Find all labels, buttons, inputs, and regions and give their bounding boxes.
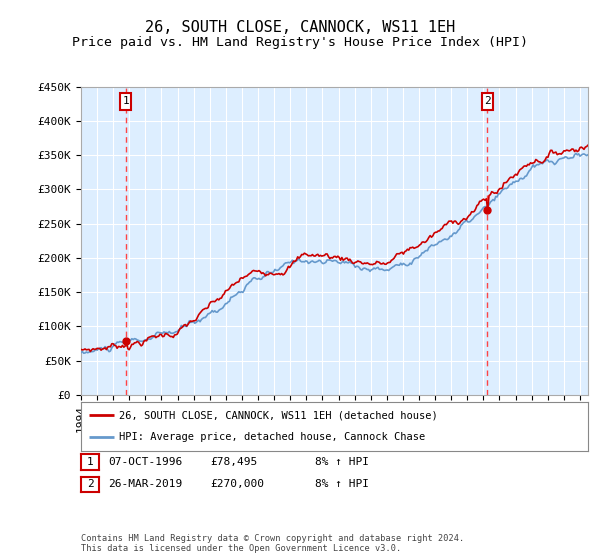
Text: 26, SOUTH CLOSE, CANNOCK, WS11 1EH (detached house): 26, SOUTH CLOSE, CANNOCK, WS11 1EH (deta…: [119, 410, 438, 421]
Text: £78,495: £78,495: [210, 457, 257, 467]
Text: 26-MAR-2019: 26-MAR-2019: [108, 479, 182, 489]
Text: Price paid vs. HM Land Registry's House Price Index (HPI): Price paid vs. HM Land Registry's House …: [72, 36, 528, 49]
Text: 07-OCT-1996: 07-OCT-1996: [108, 457, 182, 467]
FancyBboxPatch shape: [482, 93, 493, 110]
Text: £270,000: £270,000: [210, 479, 264, 489]
Text: Contains HM Land Registry data © Crown copyright and database right 2024.
This d: Contains HM Land Registry data © Crown c…: [81, 534, 464, 553]
Text: 2: 2: [484, 96, 490, 106]
Text: 8% ↑ HPI: 8% ↑ HPI: [315, 457, 369, 467]
Text: 8% ↑ HPI: 8% ↑ HPI: [315, 479, 369, 489]
Text: 1: 1: [122, 96, 129, 106]
FancyBboxPatch shape: [120, 93, 131, 110]
Text: HPI: Average price, detached house, Cannock Chase: HPI: Average price, detached house, Cann…: [119, 432, 425, 442]
Text: 2: 2: [86, 479, 94, 489]
Text: 1: 1: [86, 457, 94, 467]
Text: 26, SOUTH CLOSE, CANNOCK, WS11 1EH: 26, SOUTH CLOSE, CANNOCK, WS11 1EH: [145, 20, 455, 35]
